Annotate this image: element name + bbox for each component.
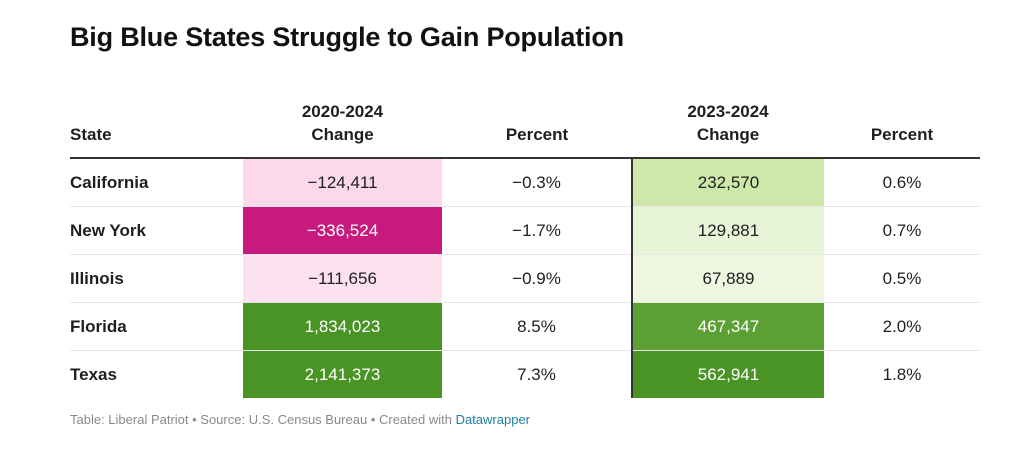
cell-percent-2023-2024: 1.8% [882,364,922,384]
table-row: New York −336,524 −1.7% 129,881 0.7% [70,206,980,255]
header-percent-2023-2024: Percent [824,86,980,159]
cell-change-2020-2024: −111,656 [243,254,442,303]
table-row: Texas 2,141,373 7.3% 562,941 1.8% [70,350,980,398]
cell-change-2023-2024: 467,347 [631,302,824,351]
cell-percent-2023-2024: 0.6% [824,158,980,207]
datawrapper-link[interactable]: Datawrapper [455,412,531,427]
cell-change-2020-2024: 1,834,023 [243,302,442,351]
cell-change-2020-2024: 2,141,373 [243,350,442,398]
cell-state: Texas [70,364,117,384]
cell-state: New York [70,206,243,255]
cell-change-2023-2024: 562,941 [631,350,824,398]
cell-percent-2020-2024: 8.5% [442,302,632,351]
table-row: Illinois −111,656 −0.9% 67,889 0.5% [70,254,980,303]
header-change-2020-2024: 2020-2024 Change [243,86,442,159]
table-header-row: State 2020-2024 Change Percent 2023-2024… [70,86,980,159]
chart-title: Big Blue States Struggle to Gain Populat… [70,22,624,52]
cell-state: Florida [70,302,243,351]
cell-percent-2020-2024: −0.9% [442,254,632,303]
cell-change-2023-2024: 67,889 [631,254,824,303]
header-percent-2020-2024: Percent [442,86,632,159]
cell-percent-2023-2024: 0.5% [824,254,980,303]
cell-percent-2020-2024: −0.3% [442,158,632,207]
cell-change-2020-2024: −336,524 [243,206,442,255]
cell-change-2020-2024: −124,411 [243,158,442,207]
header-state: State [70,86,243,159]
cell-change-2023-2024: 129,881 [631,206,824,255]
table-row: Florida 1,834,023 8.5% 467,347 2.0% [70,302,980,351]
table-row: California −124,411 −0.3% 232,570 0.6% [70,158,980,207]
cell-percent-2020-2024: 7.3% [517,364,556,384]
cell-percent-2023-2024: 2.0% [824,302,980,351]
header-change-2023-2024: 2023-2024 Change [632,86,824,159]
cell-state: Illinois [70,254,243,303]
footer-credit: Table: Liberal Patriot • Source: U.S. Ce… [70,412,530,427]
population-table: State 2020-2024 Change Percent 2023-2024… [70,86,980,398]
cell-percent-2020-2024: −1.7% [442,206,632,255]
footer-text: Table: Liberal Patriot • Source: U.S. Ce… [70,412,456,427]
cell-percent-2023-2024: 0.7% [824,206,980,255]
cell-state: California [70,158,243,207]
cell-change-2023-2024: 232,570 [631,158,824,207]
